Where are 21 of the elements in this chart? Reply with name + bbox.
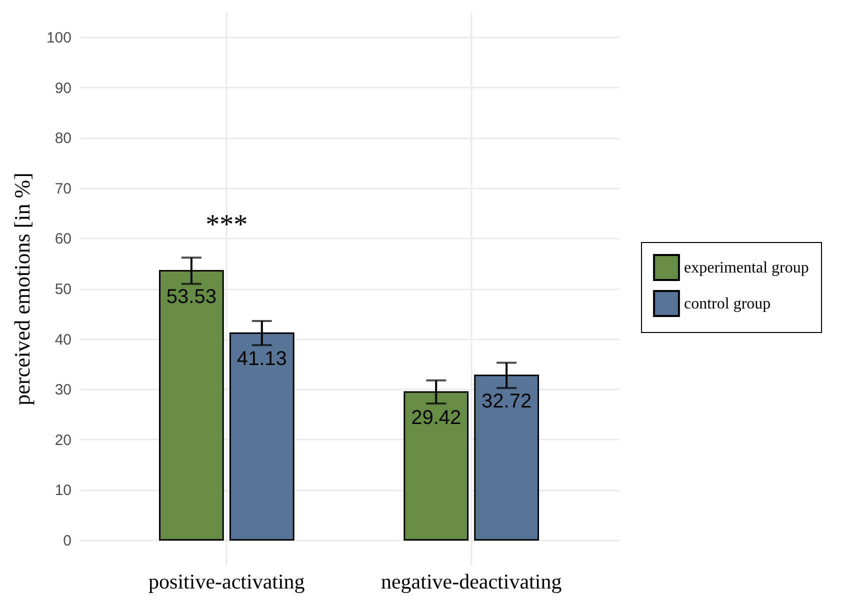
legend-label: experimental group: [684, 260, 809, 276]
y-tick-label: 40: [54, 331, 72, 348]
y-axis-title: perceived emotions [in %]: [9, 172, 34, 406]
y-tick-label: 0: [63, 532, 72, 550]
y-tick-label: 10: [54, 482, 72, 500]
data-label: 32.72: [482, 390, 532, 412]
legend-label: control group: [684, 296, 771, 312]
y-tick-label: 20: [54, 432, 72, 449]
x-tick-label: positive-activating: [148, 570, 306, 594]
annotation: ***: [206, 210, 248, 241]
y-tick-label: 30: [54, 382, 72, 399]
data-label: 41.13: [236, 348, 287, 370]
y-tick-label: 90: [54, 80, 72, 97]
y-tick-label: 70: [54, 180, 72, 198]
y-tick-label: 100: [46, 30, 72, 47]
data-label: 29.42: [411, 406, 462, 429]
x-tick-label: negative-deactivating: [380, 570, 562, 594]
y-tick-label: 80: [54, 130, 72, 148]
y-tick-label: 60: [54, 230, 72, 248]
data-label: 53.53: [166, 286, 216, 308]
y-tick-label: 50: [54, 281, 72, 298]
